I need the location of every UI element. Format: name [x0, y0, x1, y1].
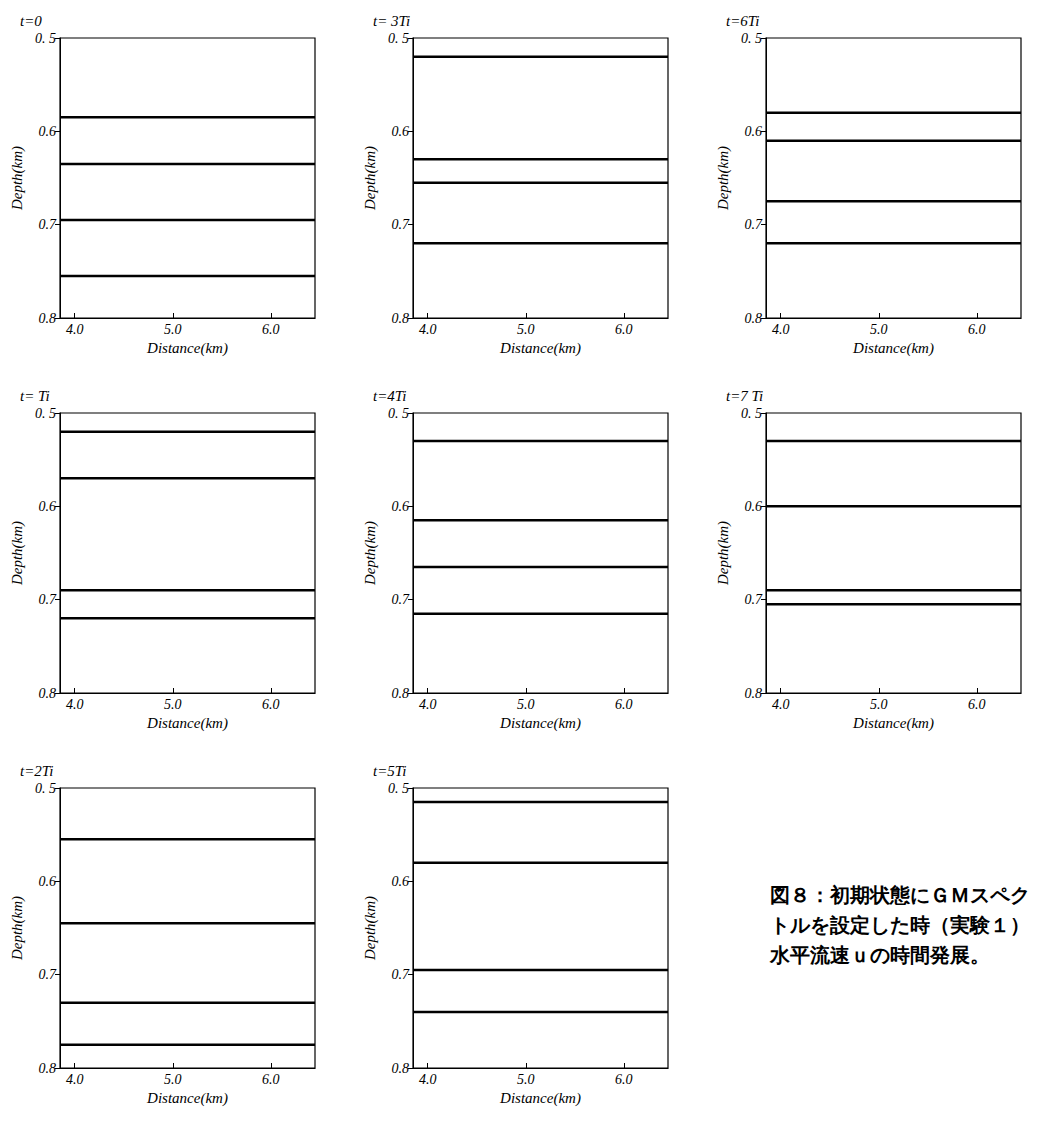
svg-text:4.0: 4.0: [772, 322, 790, 337]
svg-text:0. 5: 0. 5: [35, 781, 56, 796]
svg-text:Distance(km): Distance(km): [146, 1090, 228, 1107]
svg-text:5.0: 5.0: [517, 322, 535, 337]
svg-text:4.0: 4.0: [772, 697, 790, 712]
svg-text:0.8: 0.8: [39, 686, 57, 701]
svg-text:0.8: 0.8: [39, 1061, 57, 1076]
svg-text:0. 5: 0. 5: [388, 781, 409, 796]
svg-text:4.0: 4.0: [66, 322, 84, 337]
svg-text:Depth(km): Depth(km): [9, 896, 26, 961]
svg-text:0. 5: 0. 5: [35, 406, 56, 421]
svg-text:t=6Ti: t=6Ti: [726, 13, 759, 29]
svg-text:0. 5: 0. 5: [388, 406, 409, 421]
svg-text:0. 5: 0. 5: [35, 31, 56, 46]
svg-text:0.8: 0.8: [745, 311, 763, 326]
svg-text:Depth(km): Depth(km): [715, 521, 732, 586]
svg-text:0. 5: 0. 5: [741, 406, 762, 421]
svg-text:Depth(km): Depth(km): [715, 146, 732, 211]
svg-text:0.8: 0.8: [39, 311, 57, 326]
svg-text:5.0: 5.0: [164, 322, 182, 337]
svg-text:0.6: 0.6: [39, 499, 57, 514]
svg-text:0. 5: 0. 5: [741, 31, 762, 46]
svg-text:0.7: 0.7: [392, 592, 411, 607]
svg-text:Depth(km): Depth(km): [9, 521, 26, 586]
svg-text:6.0: 6.0: [615, 1072, 633, 1087]
svg-text:Distance(km): Distance(km): [499, 1090, 581, 1107]
svg-text:Distance(km): Distance(km): [146, 340, 228, 357]
svg-text:0.7: 0.7: [39, 592, 58, 607]
svg-text:6.0: 6.0: [615, 697, 633, 712]
svg-text:5.0: 5.0: [164, 697, 182, 712]
svg-text:Distance(km): Distance(km): [146, 715, 228, 732]
svg-text:0.7: 0.7: [39, 967, 58, 982]
svg-text:0.6: 0.6: [392, 124, 410, 139]
svg-text:0.8: 0.8: [392, 686, 410, 701]
svg-text:0.6: 0.6: [392, 499, 410, 514]
svg-text:6.0: 6.0: [968, 322, 986, 337]
svg-text:t=2Ti: t=2Ti: [20, 763, 53, 779]
svg-text:0.7: 0.7: [39, 217, 58, 232]
svg-text:0.6: 0.6: [39, 124, 57, 139]
svg-text:6.0: 6.0: [968, 697, 986, 712]
svg-text:0.8: 0.8: [392, 1061, 410, 1076]
svg-text:0. 5: 0. 5: [388, 31, 409, 46]
svg-text:t= Ti: t= Ti: [20, 388, 50, 404]
svg-text:4.0: 4.0: [66, 697, 84, 712]
svg-text:0.7: 0.7: [392, 217, 411, 232]
svg-text:0.6: 0.6: [745, 499, 763, 514]
svg-text:Distance(km): Distance(km): [852, 340, 934, 357]
svg-text:6.0: 6.0: [262, 1072, 280, 1087]
svg-text:5.0: 5.0: [517, 1072, 535, 1087]
svg-text:t=0: t=0: [20, 13, 42, 29]
svg-text:4.0: 4.0: [419, 697, 437, 712]
svg-text:Distance(km): Distance(km): [499, 715, 581, 732]
svg-text:Distance(km): Distance(km): [852, 715, 934, 732]
svg-text:4.0: 4.0: [419, 1072, 437, 1087]
svg-text:Distance(km): Distance(km): [499, 340, 581, 357]
svg-text:t=5Ti: t=5Ti: [373, 763, 406, 779]
svg-text:6.0: 6.0: [262, 697, 280, 712]
svg-text:6.0: 6.0: [262, 322, 280, 337]
svg-text:5.0: 5.0: [870, 322, 888, 337]
svg-text:0.7: 0.7: [745, 217, 764, 232]
html-text:図８：初期状態にＧＭスペクトルを設定した時（実験１）水平流速: 図８：初期状態にＧＭスペクトルを設定した時（実験１）水平流速ｕの時間発展。: [770, 883, 1030, 967]
svg-text:5.0: 5.0: [517, 697, 535, 712]
svg-text:0.6: 0.6: [392, 874, 410, 889]
svg-text:5.0: 5.0: [164, 1072, 182, 1087]
svg-text:0.6: 0.6: [745, 124, 763, 139]
svg-text:4.0: 4.0: [419, 322, 437, 337]
svg-text:Depth(km): Depth(km): [362, 896, 379, 961]
svg-text:0.7: 0.7: [392, 967, 411, 982]
svg-text:Depth(km): Depth(km): [362, 146, 379, 211]
svg-text:Depth(km): Depth(km): [9, 146, 26, 211]
svg-text:6.0: 6.0: [615, 322, 633, 337]
svg-text:5.0: 5.0: [870, 697, 888, 712]
svg-text:4.0: 4.0: [66, 1072, 84, 1087]
svg-text:0.7: 0.7: [745, 592, 764, 607]
svg-text:0.8: 0.8: [745, 686, 763, 701]
svg-text:0.8: 0.8: [392, 311, 410, 326]
svg-text:Depth(km): Depth(km): [362, 521, 379, 586]
svg-text:t= 3Ti: t= 3Ti: [373, 13, 410, 29]
svg-text:0.6: 0.6: [39, 874, 57, 889]
svg-text:t=7 Ti: t=7 Ti: [726, 388, 763, 404]
svg-text:t=4Ti: t=4Ti: [373, 388, 406, 404]
